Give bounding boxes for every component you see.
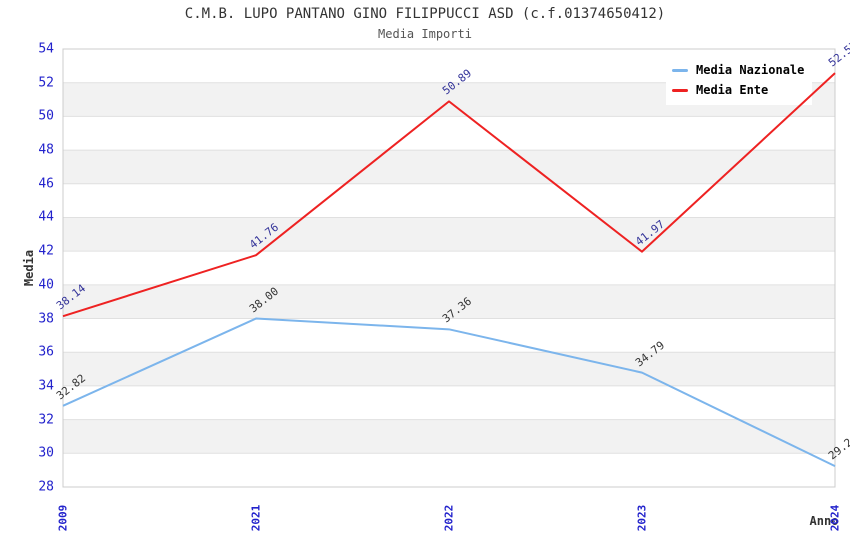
plot-band (63, 352, 835, 386)
plot-band (63, 251, 835, 285)
legend-label: Media Ente (696, 83, 769, 97)
plot-band (63, 150, 835, 184)
plot-band (63, 419, 835, 454)
plot-band (63, 453, 835, 487)
legend-item-media-nazionale[interactable]: Media Nazionale (672, 60, 806, 80)
plot-band (63, 318, 835, 353)
plot-band (63, 284, 835, 319)
legend-item-media-ente[interactable]: Media Ente (672, 80, 806, 100)
chart-subtitle: Media Importi (378, 27, 472, 41)
legend-marker-icon (672, 88, 688, 92)
legend-label: Media Nazionale (696, 63, 805, 77)
plot-band (63, 116, 835, 151)
chart-title: C.M.B. LUPO PANTANO GINO FILIPPUCCI ASD … (184, 6, 666, 22)
legend-marker-icon (672, 68, 688, 72)
plot-band (63, 217, 835, 252)
plot-band (63, 385, 835, 420)
legend: Media Nazionale Media Ente (666, 55, 812, 105)
plot-band (63, 183, 835, 218)
